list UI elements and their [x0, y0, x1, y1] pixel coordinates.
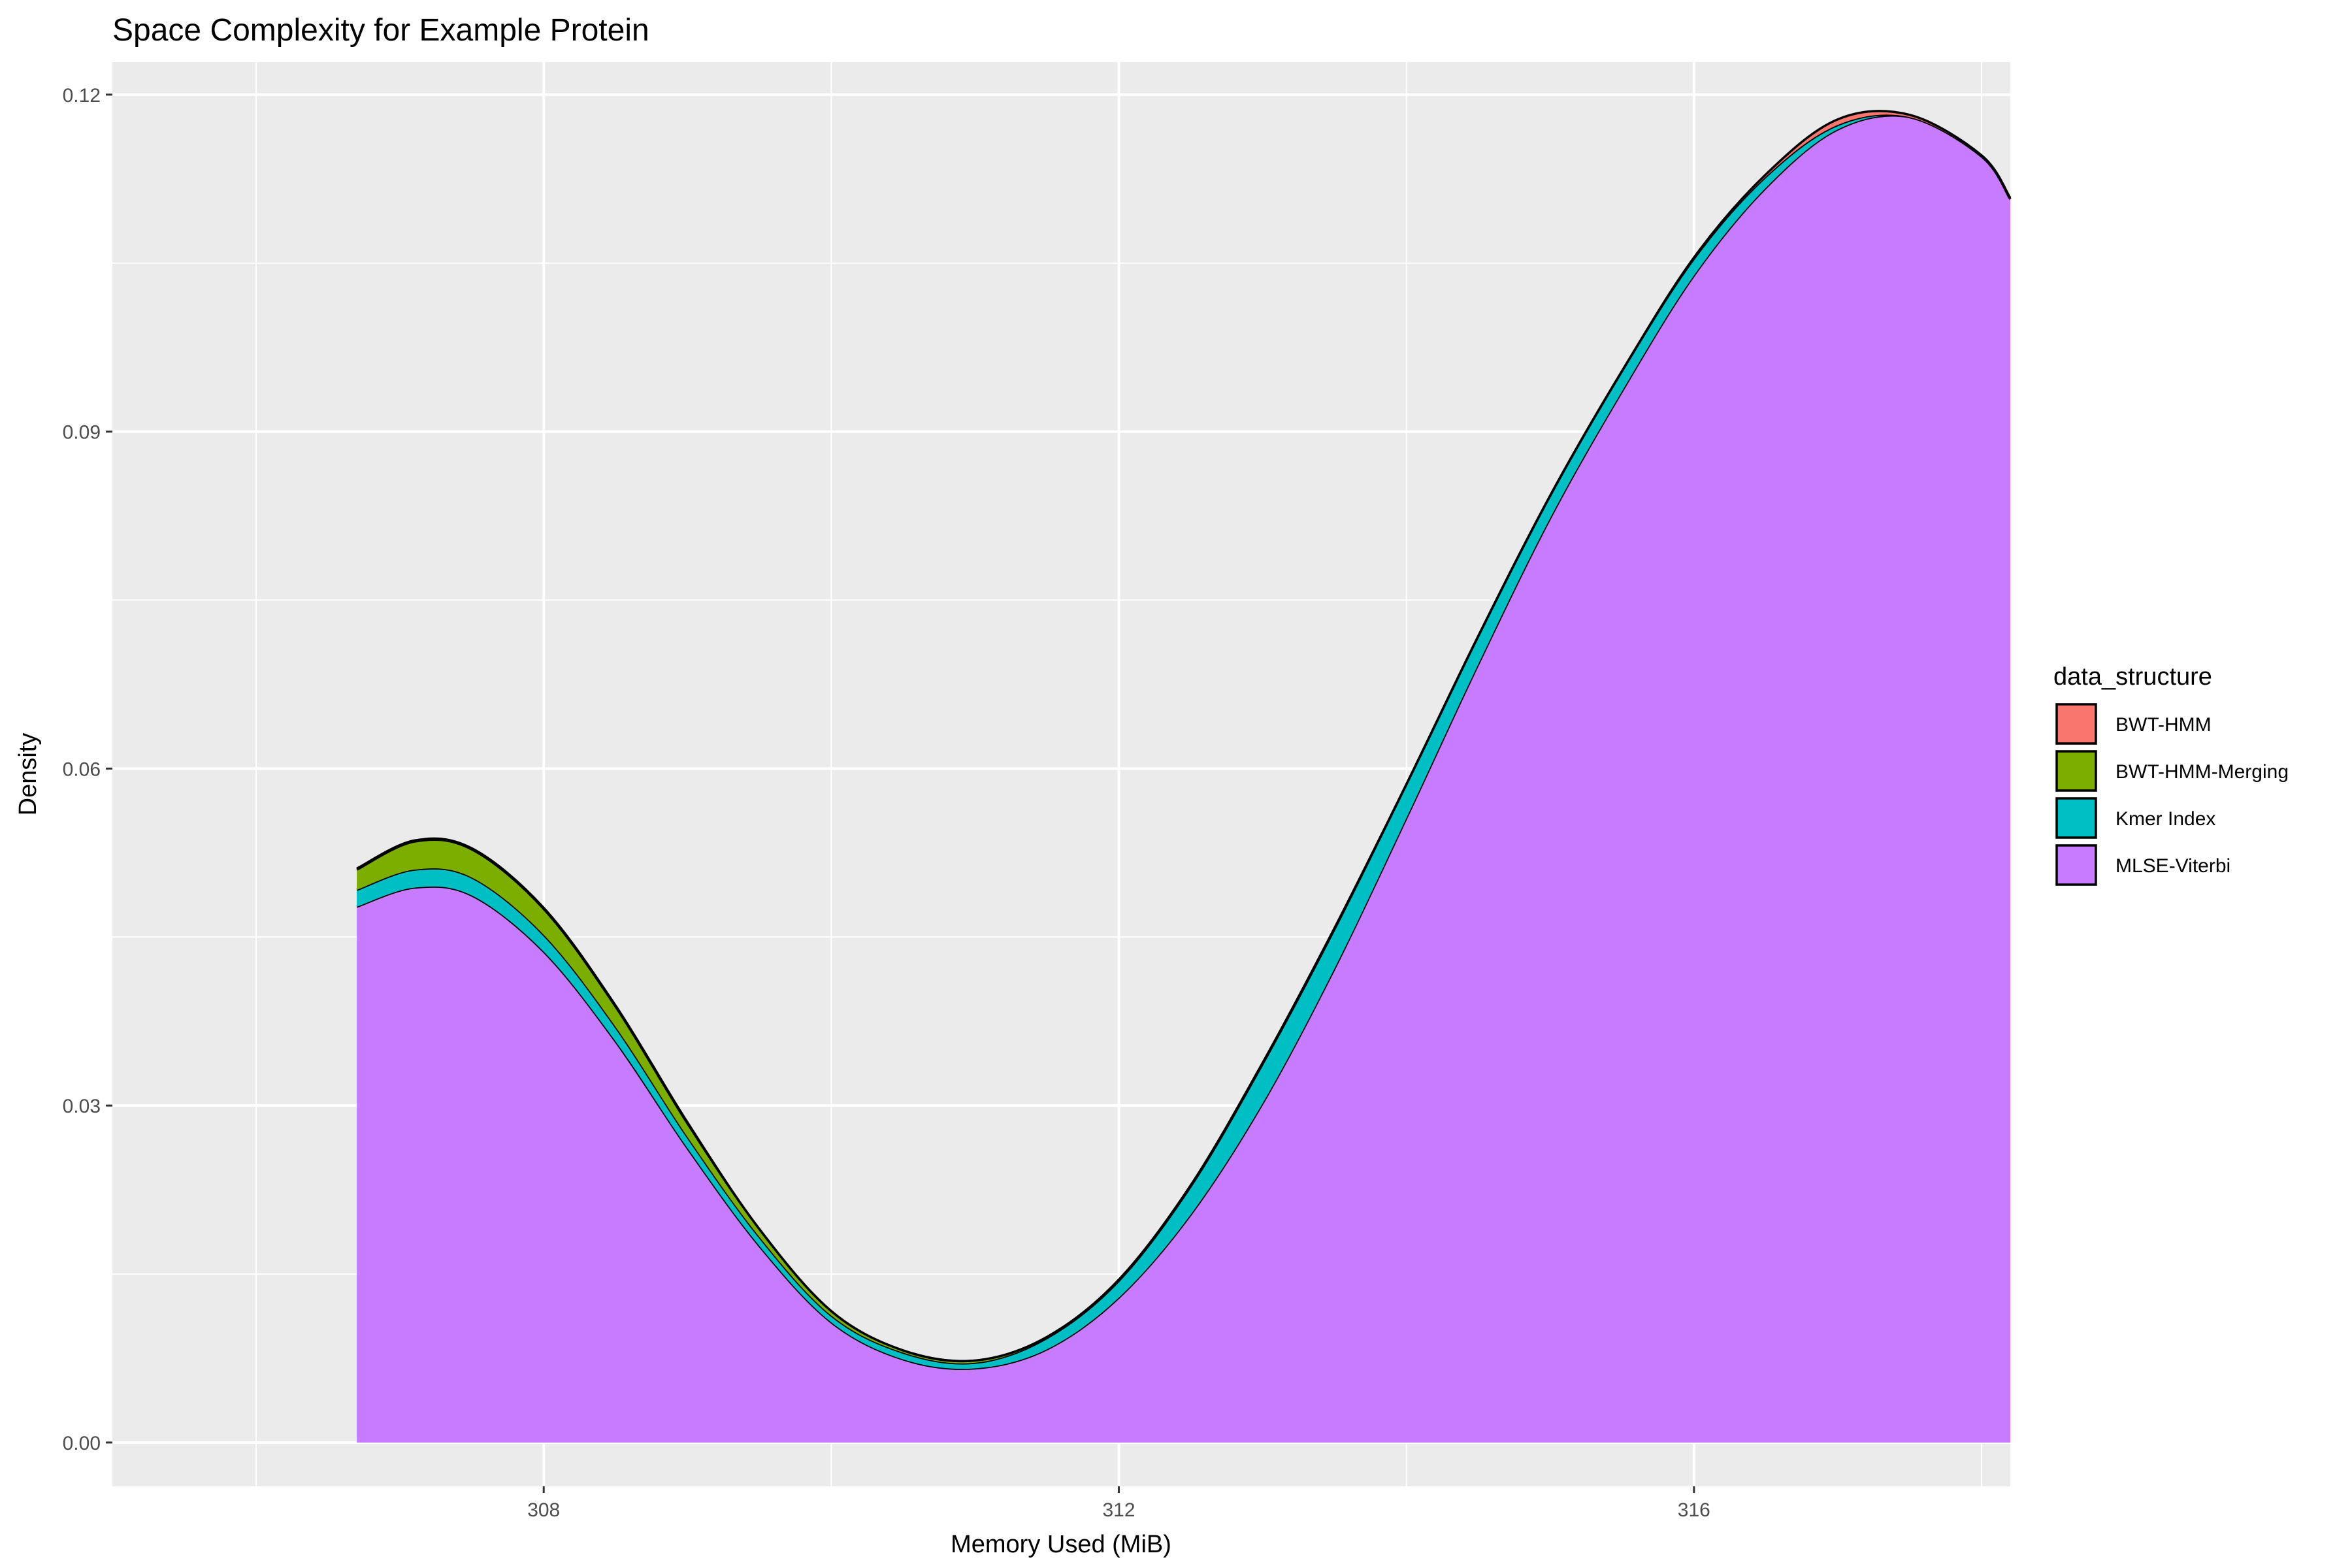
x-tick-label: 308 [527, 1499, 560, 1521]
y-axis-title: Density [14, 733, 42, 816]
y-tick-label: 0.09 [63, 422, 101, 444]
legend: data_structure BWT-HMM BWT-HMM-Merging Kme… [2053, 663, 2289, 886]
x-axis: 308 312 316 [527, 1486, 1710, 1521]
legend-label-bwt-hmm: BWT-HMM [2115, 714, 2212, 736]
y-tick-label: 0.03 [63, 1096, 101, 1117]
y-tick-label: 0.12 [63, 85, 101, 106]
legend-swatch-mlse-viterbi [2055, 844, 2097, 886]
x-axis-title: Memory Used (MiB) [951, 1531, 1171, 1558]
legend-label-bwt-hmm-merging: BWT-HMM-Merging [2115, 761, 2289, 783]
density-outline-mlse-viterbi [356, 114, 2012, 1370]
density-area-mlse-viterbi [357, 115, 2010, 1443]
x-tick-label: 312 [1102, 1499, 1135, 1521]
density-area-kmer-index [357, 114, 2010, 1369]
y-tick-label: 0.06 [63, 759, 101, 780]
legend-label-kmer-index: Kmer Index [2115, 808, 2215, 830]
x-tick-label: 316 [1678, 1499, 1710, 1521]
legend-swatch-bwt-hmm-merging [2055, 750, 2097, 792]
chart-title: Space Complexity for Example Protein [112, 13, 649, 48]
density-outline-bwt-hmm [356, 110, 2012, 1363]
legend-title: data_structure [2053, 663, 2212, 691]
y-tick-label: 0.00 [63, 1433, 101, 1454]
legend-swatch-kmer-index [2055, 797, 2097, 839]
legend-label-mlse-viterbi: MLSE-Viterbi [2115, 855, 2230, 877]
legend-swatch-bwt-hmm [2055, 703, 2097, 745]
y-axis: 0.00 0.03 0.06 0.09 0.12 [63, 85, 112, 1454]
density-layers [356, 110, 2012, 1443]
